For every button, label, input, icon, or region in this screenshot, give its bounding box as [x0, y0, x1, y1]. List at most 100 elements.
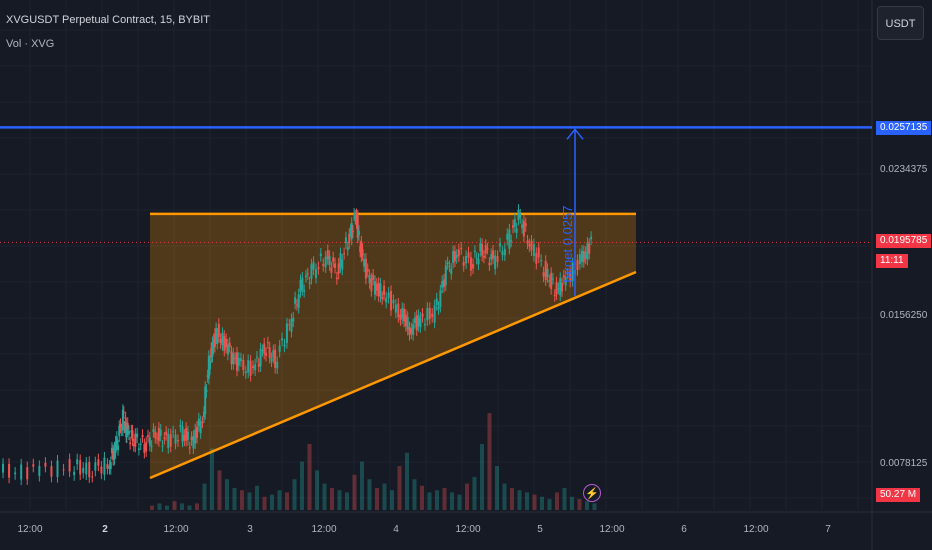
volume-bar [285, 492, 289, 510]
candle-body [297, 294, 300, 308]
candle-body [106, 463, 109, 469]
candle-body [576, 260, 579, 271]
candle-body [310, 264, 313, 279]
candle-body [281, 338, 284, 341]
candle-body [295, 304, 298, 306]
volume-indicator-label[interactable]: Vol · XVG [6, 38, 55, 50]
volume-bar [502, 483, 507, 510]
candle-body [521, 224, 524, 229]
candle-body [211, 342, 214, 357]
candle-body [524, 223, 527, 227]
candle-body [460, 247, 463, 250]
candle-body [330, 267, 333, 273]
candle-body [73, 471, 76, 476]
candle-body [209, 360, 212, 370]
volume-bar [262, 496, 267, 510]
candle-body [415, 315, 418, 331]
candle-body [165, 431, 168, 436]
candle-body [444, 265, 447, 286]
candle-body [213, 333, 216, 347]
candle-body [324, 256, 327, 268]
candle-body [244, 371, 247, 374]
volume-bar [255, 485, 259, 510]
candle-body [519, 214, 522, 219]
candle-body [522, 220, 525, 237]
candle-body [204, 386, 207, 414]
candle-body [115, 436, 118, 445]
candle-body [394, 304, 397, 313]
candle-body [139, 443, 142, 445]
volume-bar [217, 470, 222, 510]
candle-body [431, 313, 434, 318]
candle-body [559, 278, 562, 296]
candle-body [366, 268, 369, 272]
candle-body [406, 316, 409, 330]
volume-bar [480, 444, 484, 510]
volume-bar [345, 492, 349, 510]
lightning-icon[interactable]: ⚡ [583, 484, 601, 502]
candle-body [584, 251, 587, 259]
candle-body [462, 261, 465, 266]
candle-body [232, 353, 235, 365]
candle-body [50, 466, 53, 477]
candle-body [548, 280, 551, 282]
candle-body [14, 472, 17, 475]
candle-body [131, 430, 134, 441]
candle-body [127, 430, 130, 435]
volume-bar [540, 496, 544, 510]
candle-body [469, 257, 472, 271]
volume-bar [562, 488, 567, 510]
candle-body [137, 448, 140, 450]
candle-body [212, 338, 215, 349]
candle-body [274, 349, 277, 368]
candle-body [492, 250, 495, 259]
volume-bar [487, 413, 492, 510]
candle-body [249, 360, 252, 376]
volume-bar [472, 477, 477, 510]
symbol-title[interactable]: XVGUSDT Perpetual Contract, 15, BYBIT [6, 14, 210, 26]
time-label: 6 [681, 524, 687, 535]
candle-body [446, 262, 449, 265]
candle-body [479, 243, 482, 252]
candle-body [157, 427, 160, 442]
candle-body [344, 237, 347, 244]
volume-bar [210, 448, 214, 510]
volume-bar [292, 479, 297, 510]
time-label: 5 [537, 524, 543, 535]
candle-body [114, 441, 117, 454]
candle-body [443, 279, 445, 288]
candle-body [197, 418, 200, 427]
candle-body [387, 292, 390, 298]
candle-body [88, 462, 91, 478]
volume-bar [465, 483, 469, 510]
last-price-badge: 0.0195785 [876, 234, 932, 248]
candle-body [108, 465, 111, 469]
volume-bar [195, 503, 199, 510]
candle-body [364, 258, 367, 279]
candle-body [167, 433, 170, 449]
volume-bar [457, 494, 462, 510]
candle-body [159, 429, 162, 436]
currency-button[interactable]: USDT [877, 6, 924, 40]
candle-body [501, 251, 504, 255]
candle-body [564, 276, 567, 286]
candle-body [272, 350, 275, 358]
candle-body [134, 433, 137, 447]
candle-body [517, 209, 520, 220]
volume-badge: 50.27 M [876, 488, 921, 502]
volume-bar [225, 479, 229, 510]
candle-body [435, 298, 438, 306]
candle-body [312, 261, 315, 270]
candle-body [578, 254, 581, 265]
candle-body [125, 428, 128, 438]
candle-body [385, 297, 388, 303]
candle-body [172, 431, 175, 433]
candle-body [283, 344, 286, 347]
candle-body [477, 258, 480, 265]
candle-body [257, 363, 260, 367]
countdown-badge: 11:11 [876, 254, 908, 268]
candle-body [234, 357, 237, 359]
candle-body [308, 282, 311, 284]
candle-body [359, 246, 362, 252]
